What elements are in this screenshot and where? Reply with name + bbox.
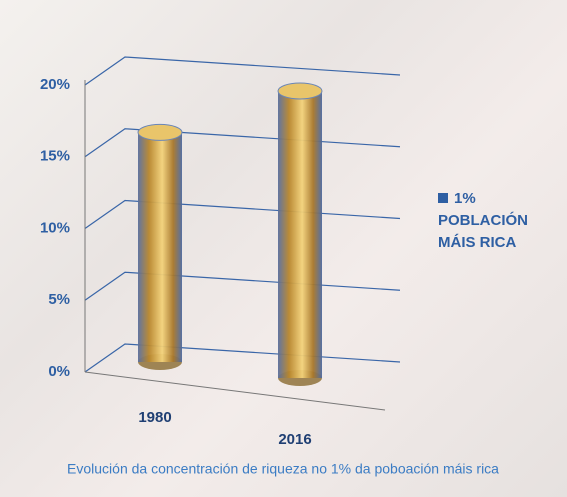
bar xyxy=(138,132,182,362)
page: Evolución da concentración de riqueza no… xyxy=(0,0,567,497)
legend: 1% POBLACIÓN MÁIS RICA xyxy=(438,188,548,254)
y-tick-label: 5% xyxy=(48,291,70,308)
x-tick-label: 2016 xyxy=(278,431,311,448)
bar xyxy=(278,91,322,378)
cylinder-top xyxy=(278,83,322,99)
y-tick-label: 20% xyxy=(40,76,70,93)
axis-line xyxy=(85,372,385,410)
y-tick-label: 10% xyxy=(40,219,70,236)
legend-swatch xyxy=(438,193,448,203)
legend-label: 1% POBLACIÓN MÁIS RICA xyxy=(438,190,528,251)
y-tick-label: 15% xyxy=(40,148,70,165)
grid-line xyxy=(85,272,400,300)
grid-line xyxy=(85,57,400,85)
chart-title: Evolución da concentración de riqueza no… xyxy=(67,461,499,477)
x-tick-label: 1980 xyxy=(138,409,171,426)
grid-line xyxy=(85,344,400,372)
y-tick-label: 0% xyxy=(48,363,70,380)
cylinder-top xyxy=(138,124,182,140)
grid-line xyxy=(85,201,400,229)
grid-line xyxy=(85,129,400,157)
